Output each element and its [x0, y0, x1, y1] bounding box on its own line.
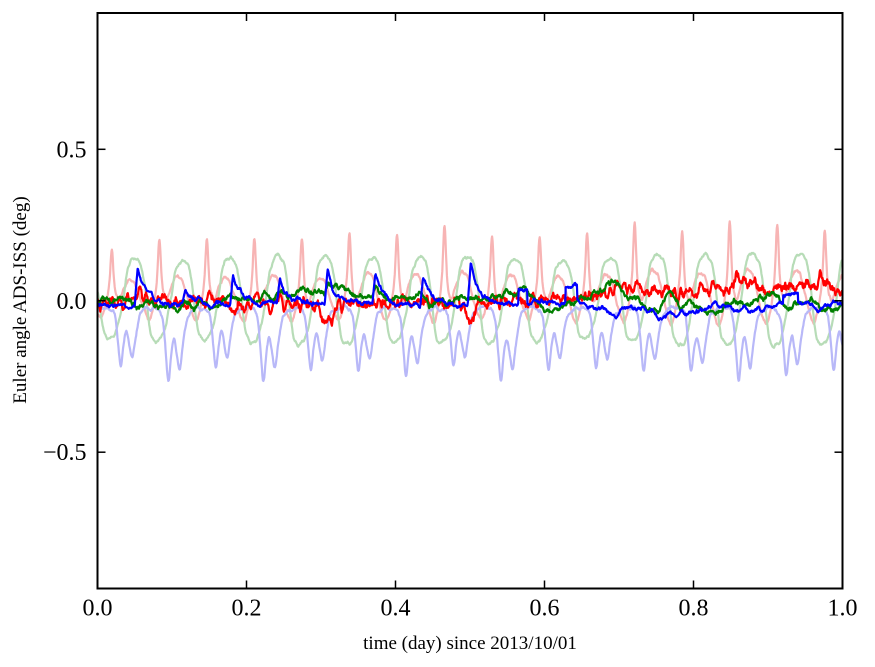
x-tick-label: 0.0	[83, 596, 113, 622]
axes-border	[96, 12, 844, 590]
y-tick-label: 0.5	[57, 137, 87, 163]
tick-layer: 0.0 0.2 0.4 0.6 0.8 1.0 0.5 0.0 −0.5	[43, 13, 858, 622]
series-euler-pitch-corrected	[96, 278, 844, 316]
series-layer	[96, 220, 844, 382]
y-tick-label: 0.0	[57, 289, 87, 315]
x-axis-label: time (day) since 2013/10/01	[363, 633, 577, 654]
x-tick-label: 0.6	[530, 596, 560, 622]
x-tick-label: 0.8	[679, 596, 709, 622]
series-euler-roll-corrected	[96, 269, 844, 327]
y-axis-label: Euler angle ADS-ISS (deg)	[10, 196, 31, 403]
x-tick-label: 0.4	[381, 596, 411, 622]
series-euler-yaw-corrected	[96, 262, 844, 322]
y-tick-label: −0.5	[43, 440, 87, 466]
series-euler-yaw-raw	[96, 302, 844, 382]
series-euler-pitch-raw	[96, 251, 844, 349]
x-tick-label: 1.0	[828, 596, 858, 622]
x-tick-label: 0.2	[232, 596, 262, 622]
